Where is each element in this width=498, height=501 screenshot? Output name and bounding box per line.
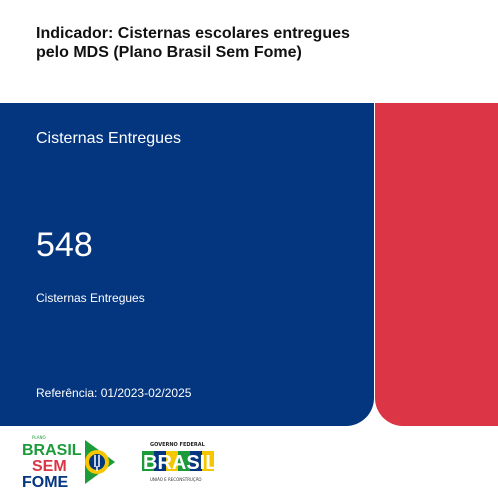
logo-small-text: PLANO (32, 435, 46, 440)
indicator-value: 548 (36, 226, 93, 264)
gov-main-text: BRASIL (143, 452, 217, 474)
brasil-wordmark: BRASIL (142, 451, 217, 474)
logo-line3: FOME (22, 474, 69, 490)
accent-panel (375, 103, 498, 426)
reference-period: Referência: 01/2023-02/2025 (36, 386, 192, 400)
logo-line2: SEM (32, 458, 67, 475)
plate-icon (85, 440, 115, 484)
indicator-value-label: Cisternas Entregues (36, 291, 145, 305)
brasil-sem-fome-logo: PLANO BRASIL SEM FOME (22, 435, 115, 490)
gov-bottom-text: UNIÃO E RECONSTRUÇÃO (150, 477, 202, 482)
indicator-title: Indicador: Cisternas escolares entregues… (36, 25, 350, 61)
gov-top-text: GOVERNO FEDERAL (150, 442, 206, 448)
logo-line1: BRASIL (22, 442, 82, 459)
card-title: Cisternas Entregues (36, 130, 181, 147)
governo-federal-logo: GOVERNO FEDERAL BRASIL UNIÃO E RECONSTRU… (142, 442, 217, 482)
header-area (0, 0, 374, 103)
